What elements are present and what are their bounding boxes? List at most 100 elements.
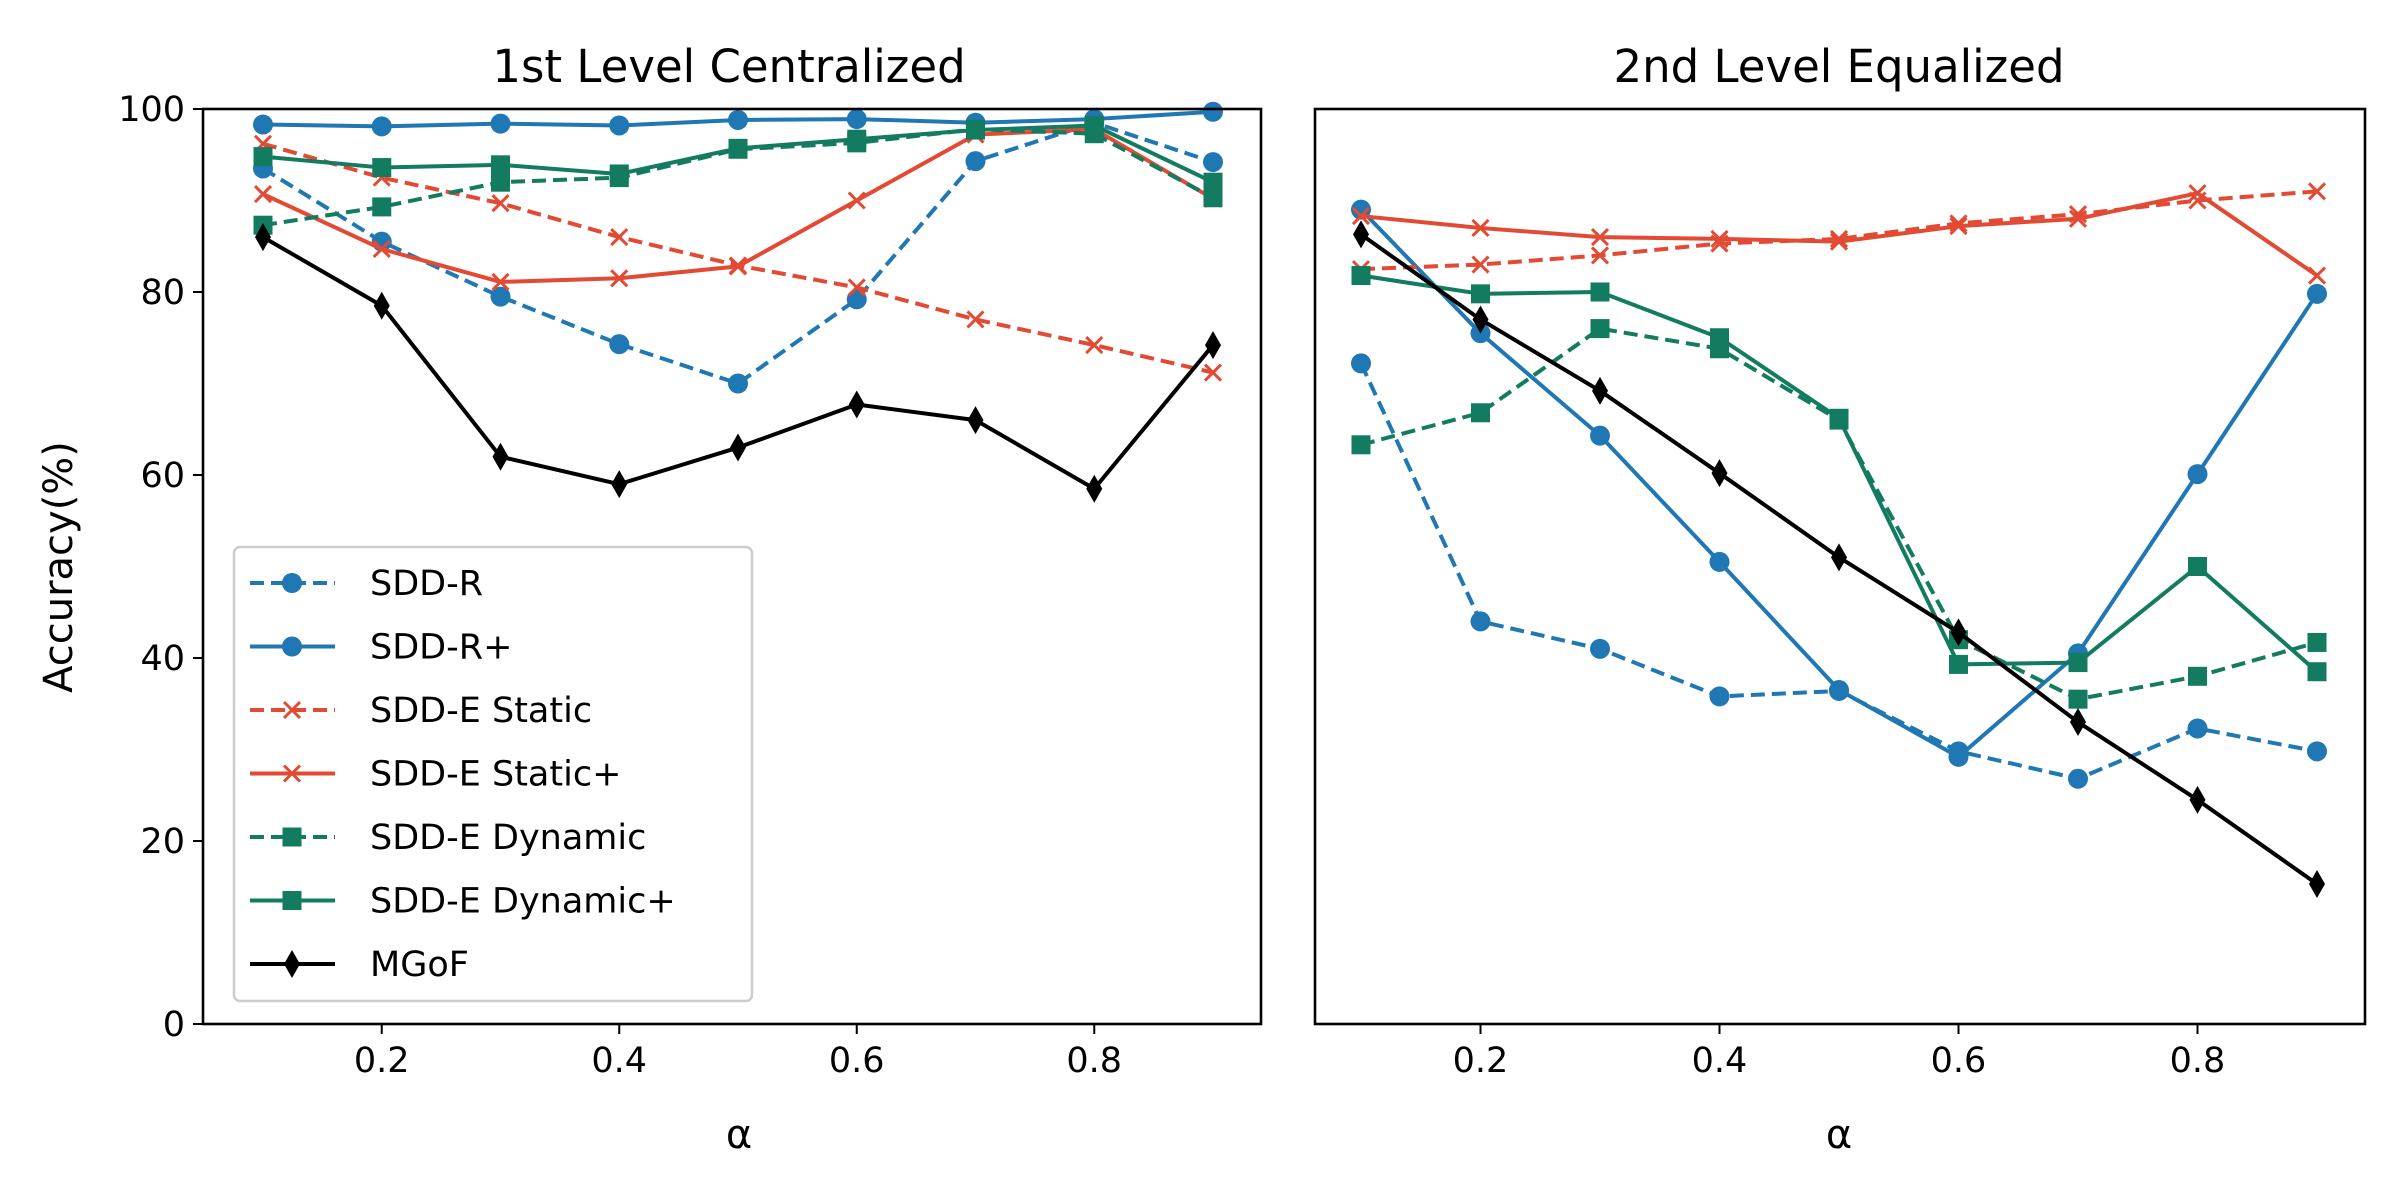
data-point [491,172,510,192]
x-axis-label-right: α [1826,1112,1852,1158]
x-tick-label: 0.2 [354,1041,410,1081]
data-point [1471,218,1490,238]
data-point [1710,328,1729,348]
series-sdd-e-dynamic [1351,319,2327,709]
data-point [2307,632,2327,652]
data-point [2187,718,2208,739]
series-line [1360,189,2318,272]
data-point [1590,638,1610,659]
data-point [1829,232,1849,251]
data-point [491,272,510,291]
y-tick-label: 60 [140,456,185,496]
data-point [1351,435,1371,455]
data-point [2307,662,2327,682]
data-point [1471,255,1490,274]
y-tick-label: 0 [163,1005,185,1045]
data-point [372,239,391,259]
data-point [1590,425,1610,446]
chart-panel-right: 2nd Level Equalized α 0.2 0.4 0.6 0.8 [1313,40,2367,1158]
data-point [1084,115,1104,135]
data-point [2068,768,2088,789]
data-point [1950,618,1967,647]
series-group-left [253,101,1223,503]
data-point [609,334,630,355]
data-point [1351,206,1371,226]
data-point [847,191,866,210]
data-point [728,257,748,276]
plot-frame-right [1313,107,2367,1026]
axis-ticks-left: 0.2 0.4 0.6 0.8 0 20 40 60 80 100 [118,90,1122,1081]
plot-frame-left [201,107,1263,1026]
legend-label: SDD-R [370,564,483,604]
data-point [1590,246,1610,265]
data-point [492,442,509,471]
x-axis-label-left: α [726,1112,752,1158]
legend-label: SDD-E Dynamic [370,818,646,858]
series-group-right [1351,182,2327,899]
data-point [1203,101,1223,122]
data-point [1351,266,1371,286]
data-point [373,291,390,320]
data-point [253,147,273,167]
data-point [2188,184,2207,203]
series-sdd-e-static [1351,184,2327,285]
chart-panel-left: 1st Level Centralized Accuracy(%) α 0.2 0… [36,40,1263,1158]
y-tick-label: 40 [140,639,185,679]
data-point [966,120,985,140]
data-point [609,115,630,136]
data-point [253,185,273,204]
data-point [1351,353,1371,374]
series-line [1360,326,2318,702]
data-point [728,373,748,394]
y-tick-label: 80 [140,273,185,313]
data-point [610,269,629,288]
x-tick-label: 0.8 [2170,1041,2226,1081]
series-sdd-e-dynamic [253,115,1223,192]
data-point [1590,319,1610,339]
data-point [1203,152,1223,173]
data-point [1709,551,1730,572]
legend-label: MGoF [370,945,469,985]
data-point [2307,266,2327,285]
x-tick-label: 0.4 [1692,1041,1748,1081]
data-point [2307,741,2327,762]
legend-marker [282,700,302,720]
data-point [847,278,866,297]
legend-item: SDD-R [250,564,483,604]
data-point [1590,228,1610,247]
data-point [2070,708,2086,737]
series-sdd-e-dynamic [1351,266,2327,682]
series-sdd-e-dynamic [253,119,1223,235]
data-point [1472,305,1489,334]
x-tick-label: 0.4 [591,1041,647,1081]
data-point [1086,474,1103,503]
data-point [1471,403,1490,423]
data-point [2188,557,2207,576]
data-point [1471,284,1490,304]
legend-item: SDD-R+ [250,628,512,668]
data-point [1711,459,1728,488]
data-point [1829,680,1849,701]
series-line [1360,191,2319,278]
data-point [1203,363,1223,382]
series-line [261,120,1214,386]
data-point [1829,229,1849,248]
data-point [1831,543,1847,572]
data-point [1085,336,1104,355]
legend-marker [282,891,302,910]
data-point [2068,209,2088,228]
data-point [1470,611,1491,632]
series-mgof [1353,220,2325,899]
x-tick-label: 0.6 [1931,1041,1987,1081]
data-point [1205,331,1221,360]
data-point [2187,464,2208,485]
legend-marker [284,950,300,978]
legend-item: SDD-E Dynamic [250,818,646,858]
data-point [730,433,746,462]
data-point [728,109,748,130]
legend-item: SDD-E Static+ [250,755,621,795]
data-point [372,197,392,217]
data-point [611,470,628,499]
data-point [1710,229,1729,248]
